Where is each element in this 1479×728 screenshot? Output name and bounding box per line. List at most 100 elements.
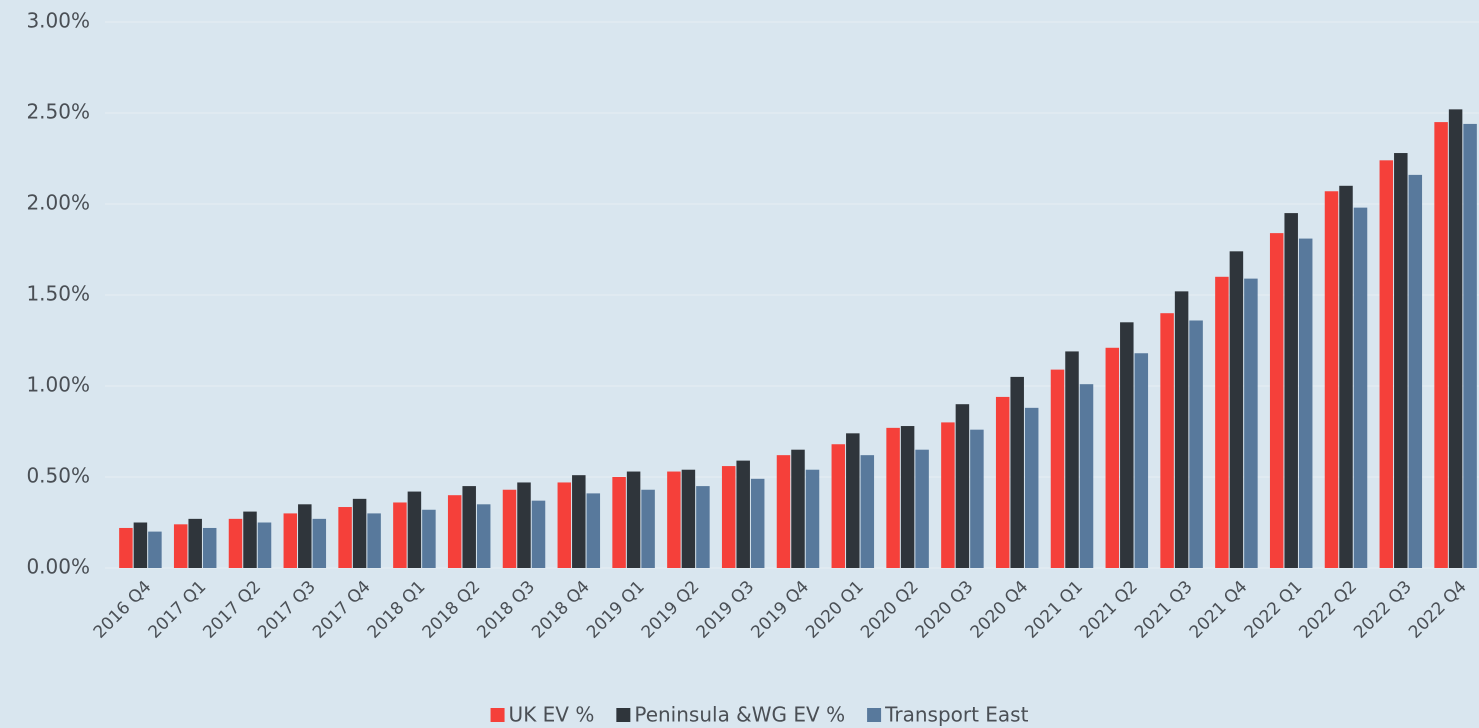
legend-label: Transport East [884, 703, 1029, 727]
x-tick-label: 2020 Q3 [912, 577, 978, 643]
x-tick-label: 2022 Q2 [1295, 577, 1361, 643]
bar [338, 507, 352, 568]
bar [173, 524, 188, 568]
y-tick-label: 0.50% [26, 464, 90, 488]
legend-label: Peninsula &WG EV % [634, 703, 845, 727]
bar [1394, 153, 1408, 569]
bar [407, 491, 422, 568]
bar [447, 495, 462, 568]
bar [612, 477, 626, 568]
bar [557, 482, 572, 568]
bar [393, 502, 407, 568]
bar [886, 427, 900, 568]
bar [626, 471, 641, 568]
bar [1065, 351, 1079, 568]
y-tick-label: 1.00% [26, 373, 90, 397]
bar [476, 504, 491, 568]
x-tick-label: 2018 Q3 [473, 577, 539, 643]
bar [941, 422, 955, 568]
bar [970, 429, 984, 568]
bar [721, 466, 736, 568]
bar [696, 486, 710, 568]
x-tick-label: 2018 Q4 [528, 577, 594, 643]
bar [1189, 320, 1203, 568]
bar [1463, 123, 1477, 569]
bar [791, 449, 805, 568]
bar [1160, 313, 1174, 568]
bar [1408, 174, 1423, 568]
x-tick-label: 2021 Q1 [1021, 577, 1087, 643]
bar [1324, 191, 1339, 568]
bar [228, 518, 243, 568]
bar [312, 518, 327, 568]
bar [133, 522, 148, 568]
bar [1079, 384, 1094, 568]
bar [1010, 376, 1024, 568]
x-tick-label: 2017 Q1 [145, 577, 211, 643]
bar [641, 489, 655, 568]
bar [831, 444, 846, 568]
legend-swatch [616, 708, 631, 722]
x-tick-label: 2018 Q2 [419, 577, 485, 643]
x-tick-label: 2017 Q3 [254, 577, 320, 643]
x-tick-label: 2022 Q3 [1350, 577, 1416, 643]
bar [776, 455, 791, 568]
bar [1284, 213, 1298, 568]
bar [750, 478, 765, 568]
bar [805, 469, 820, 568]
bar [915, 449, 929, 568]
bar [1339, 185, 1353, 569]
bar [1120, 322, 1134, 568]
bar [1434, 122, 1448, 568]
y-tick-label: 3.00% [26, 9, 90, 33]
bar [586, 493, 601, 568]
bar [243, 511, 257, 568]
bar [572, 475, 586, 568]
bar [955, 404, 970, 568]
bar [846, 433, 860, 568]
bar [531, 500, 546, 568]
y-tick-label: 2.00% [26, 191, 90, 215]
y-tick-label: 0.00% [26, 555, 90, 579]
x-tick-label: 2019 Q3 [693, 577, 759, 643]
x-tick-label: 2020 Q1 [802, 577, 868, 643]
bar [257, 522, 272, 568]
bar [681, 469, 696, 568]
x-tick-label: 2021 Q3 [1131, 577, 1197, 643]
bar [860, 455, 875, 568]
x-tick-label: 2020 Q4 [967, 577, 1033, 643]
bar [736, 460, 750, 568]
bar [202, 527, 217, 568]
bar [900, 426, 915, 568]
bar [283, 513, 298, 568]
bar [462, 486, 476, 568]
bar [188, 518, 202, 568]
x-tick-label: 2022 Q1 [1241, 577, 1307, 643]
x-tick-label: 2021 Q2 [1076, 577, 1142, 643]
legend-swatch [867, 708, 882, 722]
bar [1353, 207, 1368, 568]
x-tick-label: 2020 Q2 [857, 577, 923, 643]
bar [517, 482, 531, 568]
y-tick-label: 1.50% [26, 282, 90, 306]
bar [422, 509, 436, 568]
bar [1050, 369, 1065, 568]
bar [1134, 353, 1149, 568]
bar [1269, 233, 1284, 568]
x-tick-label: 2019 Q2 [638, 577, 704, 643]
bar [1174, 291, 1189, 568]
bar [298, 504, 312, 568]
x-tick-label: 2017 Q2 [199, 577, 265, 643]
bar [1105, 347, 1120, 568]
legend-label: UK EV % [509, 703, 595, 727]
x-tick-label: 2019 Q4 [747, 577, 813, 643]
bar [667, 471, 681, 568]
bar [1229, 251, 1244, 568]
bar [1024, 407, 1039, 568]
x-tick-label: 2018 Q1 [364, 577, 430, 643]
y-tick-label: 2.50% [26, 100, 90, 124]
x-tick-label: 2017 Q4 [309, 577, 375, 643]
x-tick-label: 2019 Q1 [583, 577, 649, 643]
bar [119, 527, 133, 568]
